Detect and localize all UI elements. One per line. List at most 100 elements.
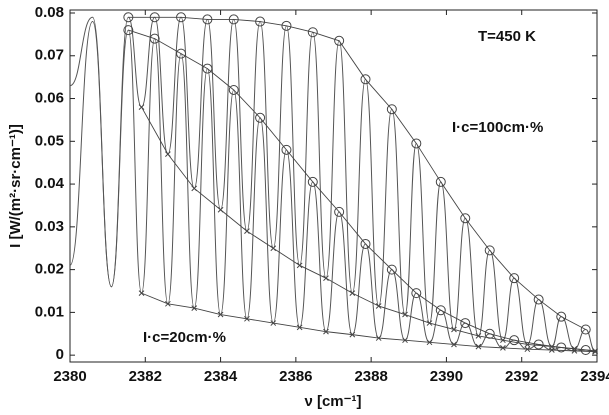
circle-marker bbox=[149, 33, 160, 44]
cross-marker bbox=[217, 206, 224, 213]
circle-marker bbox=[460, 213, 471, 224]
circle-marker bbox=[307, 27, 318, 38]
circle-marker bbox=[123, 12, 134, 23]
cross-marker bbox=[244, 315, 250, 322]
envelope-line bbox=[128, 29, 586, 351]
cross-marker bbox=[524, 346, 531, 353]
circle-marker bbox=[484, 245, 495, 256]
cross-marker bbox=[375, 335, 382, 341]
cross-marker bbox=[349, 331, 356, 338]
circle-marker bbox=[281, 20, 292, 31]
spectrum-line bbox=[69, 21, 596, 353]
annotation: T=450 K bbox=[478, 28, 536, 45]
x-tick-label: 2384 bbox=[204, 368, 238, 385]
spectrum-line bbox=[69, 16, 596, 352]
y-tick-label: 0.07 bbox=[35, 47, 64, 64]
circle-marker bbox=[460, 318, 471, 329]
circle-marker bbox=[435, 176, 446, 187]
circle-marker bbox=[255, 112, 266, 123]
circle-marker bbox=[509, 273, 520, 284]
circle-marker bbox=[533, 294, 544, 305]
circle-marker bbox=[228, 84, 239, 95]
cross-marker bbox=[500, 345, 506, 351]
circle-marker bbox=[307, 176, 318, 187]
cross-marker bbox=[270, 245, 277, 252]
circle-marker bbox=[176, 48, 187, 59]
circle-marker bbox=[556, 311, 567, 322]
y-tick-label: 0.03 bbox=[35, 218, 64, 235]
y-tick-label: 0.05 bbox=[35, 132, 64, 149]
cross-marker bbox=[138, 290, 145, 296]
cross-marker bbox=[426, 320, 433, 326]
cross-marker bbox=[475, 343, 482, 350]
y-axis-label: I [W/(m²·sr·cm⁻¹)] bbox=[7, 124, 24, 248]
envelope-line bbox=[141, 106, 596, 352]
cross-marker bbox=[402, 337, 408, 344]
circle-marker bbox=[435, 305, 446, 316]
x-tick-label: 2394 bbox=[580, 368, 609, 385]
cross-marker bbox=[571, 348, 578, 354]
y-tick-label: 0.01 bbox=[35, 303, 64, 320]
cross-marker bbox=[191, 185, 198, 192]
cross-marker bbox=[592, 348, 598, 354]
y-tick-label: 0.08 bbox=[35, 4, 64, 21]
cross-marker bbox=[349, 290, 356, 296]
x-tick-label: 2392 bbox=[505, 368, 538, 385]
circle-marker bbox=[255, 16, 266, 27]
cross-marker bbox=[375, 303, 382, 309]
cross-marker bbox=[165, 300, 171, 307]
cross-marker bbox=[323, 328, 329, 335]
y-tick-label: 0 bbox=[56, 346, 64, 363]
circle-marker bbox=[228, 14, 239, 25]
cross-marker bbox=[217, 311, 224, 318]
cross-marker bbox=[296, 262, 303, 269]
cross-marker bbox=[500, 337, 506, 344]
circle-marker bbox=[334, 206, 345, 217]
cross-marker bbox=[323, 275, 329, 282]
circle-marker bbox=[202, 14, 213, 25]
cross-marker bbox=[402, 311, 408, 318]
cross-marker bbox=[138, 104, 145, 110]
y-tick-label: 0.02 bbox=[35, 261, 64, 278]
y-tick-label: 0.06 bbox=[35, 90, 64, 107]
x-tick-label: 2380 bbox=[53, 368, 86, 385]
cross-marker bbox=[296, 324, 303, 331]
x-axis-label: ν [cm⁻¹] bbox=[304, 393, 361, 410]
cross-marker bbox=[270, 320, 277, 326]
cross-marker bbox=[451, 326, 457, 333]
circle-marker bbox=[411, 288, 422, 299]
circle-marker bbox=[149, 12, 160, 23]
circle-marker bbox=[386, 104, 397, 115]
cross-marker bbox=[548, 347, 555, 353]
circle-marker bbox=[281, 144, 292, 155]
circle-marker bbox=[360, 74, 371, 85]
cross-marker bbox=[475, 333, 482, 339]
circle-marker bbox=[176, 12, 187, 23]
circle-marker bbox=[123, 25, 134, 36]
cross-marker bbox=[165, 151, 171, 157]
circle-marker bbox=[202, 63, 213, 74]
envelope-line bbox=[128, 16, 586, 330]
circle-marker bbox=[386, 264, 397, 275]
cross-marker bbox=[244, 228, 250, 234]
circle-marker bbox=[411, 138, 422, 149]
x-tick-label: 2388 bbox=[354, 368, 387, 385]
cross-marker bbox=[191, 305, 198, 311]
cross-marker bbox=[426, 339, 433, 346]
x-tick-label: 2386 bbox=[279, 368, 312, 385]
annotation: I·c=100cm·% bbox=[452, 119, 543, 136]
circle-marker bbox=[334, 35, 345, 46]
cross-marker bbox=[451, 341, 457, 348]
circle-marker bbox=[533, 339, 544, 350]
circle-marker bbox=[360, 238, 371, 249]
circle-marker bbox=[509, 335, 520, 346]
x-tick-label: 2390 bbox=[430, 368, 463, 385]
x-tick-label: 2382 bbox=[129, 368, 162, 385]
annotation: I·c=20cm·% bbox=[143, 329, 226, 346]
circle-marker bbox=[580, 324, 591, 335]
cross-marker bbox=[592, 348, 598, 355]
cross-marker bbox=[524, 341, 531, 348]
y-tick-label: 0.04 bbox=[35, 175, 65, 192]
plot-frame bbox=[69, 9, 598, 363]
